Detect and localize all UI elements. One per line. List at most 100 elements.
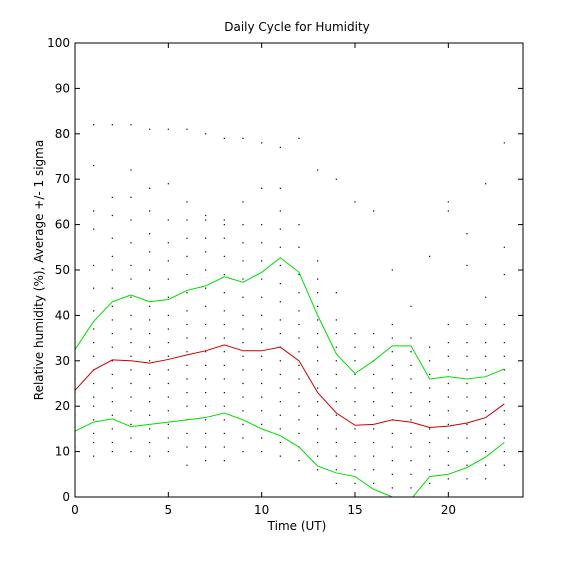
y-tick-label: 70 bbox=[55, 172, 70, 186]
data-point bbox=[335, 360, 337, 362]
data-point bbox=[149, 346, 151, 348]
data-point bbox=[242, 423, 244, 425]
data-point bbox=[167, 396, 169, 398]
y-tick-label: 50 bbox=[55, 263, 70, 277]
data-point bbox=[447, 210, 449, 212]
data-point bbox=[223, 446, 225, 448]
data-point bbox=[447, 201, 449, 203]
data-point bbox=[503, 323, 505, 326]
data-point bbox=[93, 287, 95, 289]
data-point bbox=[261, 278, 263, 280]
data-point bbox=[279, 360, 281, 362]
data-point bbox=[223, 310, 225, 312]
data-point bbox=[447, 355, 449, 357]
data-point bbox=[167, 410, 169, 412]
data-point bbox=[149, 373, 151, 376]
data-point bbox=[317, 305, 319, 307]
data-point bbox=[373, 210, 375, 212]
y-tick-label: 90 bbox=[55, 81, 70, 95]
data-point bbox=[429, 428, 431, 430]
data-point bbox=[279, 373, 281, 376]
data-point bbox=[242, 437, 244, 439]
data-point bbox=[298, 323, 300, 326]
data-point bbox=[149, 187, 151, 189]
data-point bbox=[130, 296, 132, 298]
data-point bbox=[242, 328, 244, 330]
data-point bbox=[111, 387, 113, 389]
series-line-3 bbox=[75, 412, 505, 497]
data-point bbox=[130, 369, 132, 371]
data-point bbox=[130, 437, 132, 439]
data-point bbox=[223, 237, 225, 239]
data-point bbox=[205, 219, 207, 221]
data-point bbox=[485, 369, 487, 371]
data-point bbox=[242, 382, 244, 385]
data-point bbox=[410, 446, 412, 448]
data-point bbox=[242, 355, 244, 357]
data-point bbox=[111, 414, 113, 416]
data-point bbox=[242, 201, 244, 203]
data-point bbox=[261, 224, 263, 226]
data-point bbox=[298, 460, 300, 462]
data-point bbox=[149, 455, 151, 457]
data-point bbox=[205, 419, 207, 421]
y-tick-label: 10 bbox=[55, 445, 70, 459]
data-point bbox=[485, 382, 487, 385]
y-tick-label: 100 bbox=[47, 36, 70, 50]
data-point bbox=[447, 410, 449, 412]
data-point bbox=[298, 273, 300, 276]
data-point bbox=[391, 351, 393, 353]
data-point bbox=[279, 319, 281, 321]
data-point bbox=[130, 169, 132, 171]
data-point bbox=[167, 423, 169, 425]
data-point bbox=[466, 233, 468, 235]
data-point bbox=[391, 269, 393, 271]
data-point bbox=[223, 255, 225, 257]
data-point bbox=[93, 210, 95, 212]
data-point bbox=[373, 482, 375, 484]
data-point bbox=[429, 255, 431, 257]
data-point bbox=[149, 332, 151, 335]
data-point bbox=[298, 351, 300, 353]
data-point bbox=[317, 401, 319, 403]
data-point bbox=[298, 224, 300, 226]
data-point bbox=[261, 382, 263, 385]
data-point bbox=[503, 369, 505, 371]
data-point bbox=[111, 401, 113, 403]
data-point bbox=[298, 292, 300, 294]
data-point bbox=[466, 396, 468, 398]
data-point bbox=[279, 414, 281, 416]
data-point bbox=[354, 469, 356, 471]
data-point bbox=[391, 446, 393, 448]
data-point bbox=[298, 246, 300, 248]
data-point bbox=[391, 473, 393, 475]
data-point bbox=[223, 405, 225, 407]
data-point bbox=[503, 382, 505, 385]
data-point bbox=[242, 342, 244, 344]
data-point bbox=[447, 342, 449, 344]
data-point bbox=[485, 323, 487, 326]
chart-title: Daily Cycle for Humidity bbox=[224, 20, 370, 34]
data-point bbox=[335, 441, 337, 444]
data-point bbox=[410, 460, 412, 462]
data-point bbox=[335, 387, 337, 389]
data-point bbox=[410, 405, 412, 407]
data-point bbox=[130, 264, 132, 267]
data-point bbox=[261, 355, 263, 357]
data-point bbox=[93, 124, 95, 126]
data-point bbox=[167, 437, 169, 439]
data-point bbox=[223, 292, 225, 294]
data-point bbox=[111, 269, 113, 271]
data-point bbox=[111, 441, 113, 444]
data-point bbox=[503, 355, 505, 357]
data-point bbox=[93, 419, 95, 421]
data-point bbox=[186, 337, 188, 339]
data-point bbox=[205, 432, 207, 435]
data-point bbox=[466, 323, 468, 326]
data-point bbox=[149, 428, 151, 430]
data-point bbox=[503, 410, 505, 412]
data-point bbox=[242, 369, 244, 371]
data-point bbox=[279, 210, 281, 212]
data-point bbox=[485, 355, 487, 357]
